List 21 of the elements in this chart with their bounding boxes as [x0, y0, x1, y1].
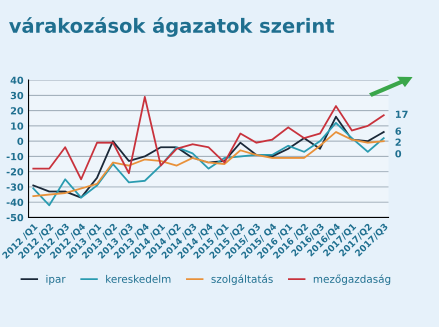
data-label: 17 [396, 110, 408, 118]
chart-title: várakozások ágazatok szerint [9, 17, 334, 37]
y-tick-label: 10 [11, 122, 24, 130]
y-tick-label: -10 [6, 152, 24, 160]
y-tick-label: -30 [6, 183, 24, 191]
line-series [32, 131, 385, 197]
legend-label: szolgáltatás [211, 274, 273, 285]
y-tick-label: -50 [6, 214, 24, 222]
y-tick-label: 40 [10, 76, 24, 84]
line-series [32, 96, 385, 180]
y-tick-label: 30 [10, 92, 24, 100]
legend-label: ipar [46, 274, 66, 285]
data-label: 2 [396, 138, 401, 146]
y-tick-label: -20 [6, 168, 24, 176]
legend-label: kereskedelm [106, 274, 170, 283]
y-tick-label: -40 [6, 198, 24, 206]
data-label: 0 [395, 150, 402, 158]
y-tick-label: 0 [17, 138, 24, 145]
y-tick-label: 20 [10, 107, 24, 114]
data-label: 6 [395, 127, 402, 135]
legend-label: mezőgazdaság [314, 274, 390, 285]
